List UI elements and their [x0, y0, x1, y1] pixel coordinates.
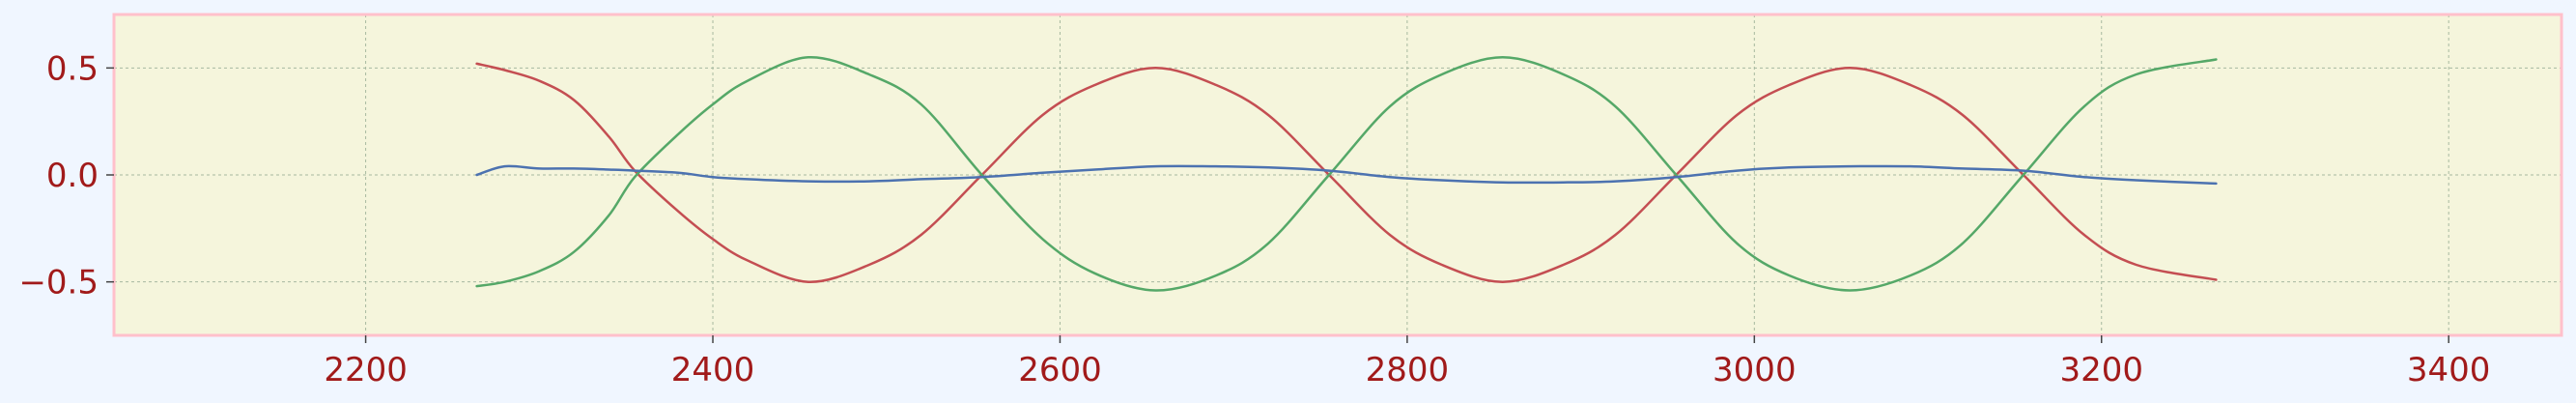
x-axis: 2200 2400 2600 2800 3000 3200 3400: [324, 335, 2490, 389]
x-tick-label: 2200: [324, 351, 408, 389]
x-tick-label: 3200: [2059, 351, 2143, 389]
y-tick-label: −0.5: [18, 264, 99, 302]
grid: [114, 14, 2562, 335]
series-lines: [475, 56, 2218, 292]
x-tick-label: 3400: [2407, 351, 2491, 389]
series-line-3: [475, 164, 2218, 186]
x-tick-label: 2400: [671, 351, 755, 389]
y-tick-label: 0.5: [46, 49, 99, 88]
x-tick-label: 3000: [1713, 351, 1797, 389]
y-tick-label: 0.0: [46, 157, 99, 195]
y-axis: 0.5 0.0 −0.5: [18, 49, 114, 302]
series-line-2: [475, 56, 2218, 292]
series-line-1: [475, 62, 2218, 283]
x-tick-label: 2800: [1366, 351, 1450, 389]
x-tick-label: 2600: [1018, 351, 1102, 389]
